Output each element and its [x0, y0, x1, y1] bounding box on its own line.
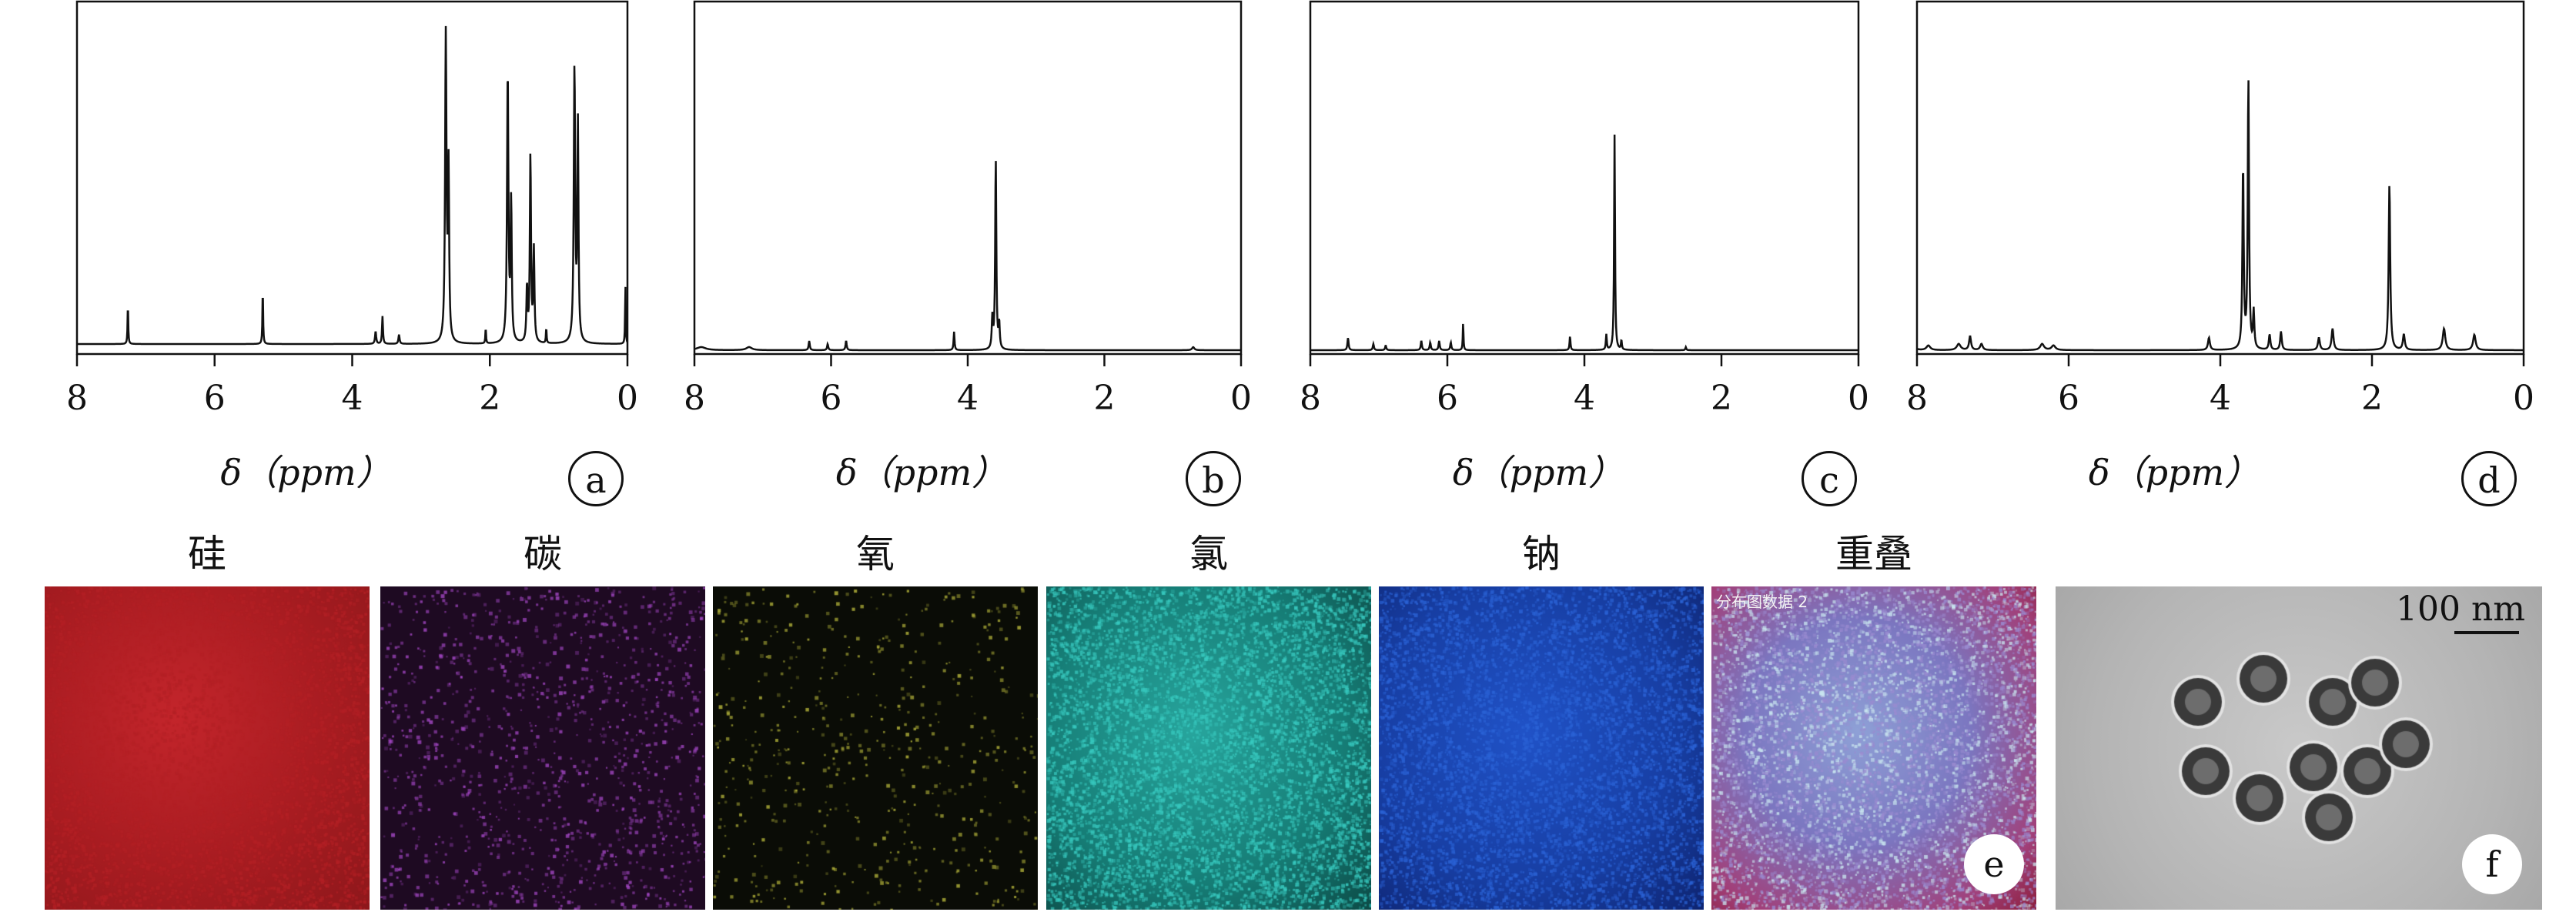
x-tick-label-c-4: 4: [1574, 379, 1595, 418]
spectrum-line-d: [1916, 80, 2524, 352]
plot-frame-a: [75, 0, 629, 356]
scalebar-label: 100 nm: [2395, 590, 2525, 629]
map-title-overlay: 重叠: [1835, 532, 1912, 576]
eds-map-na: [1379, 586, 1704, 910]
x-tick-label-a-8: 8: [66, 379, 88, 418]
x-tick-label-b-4: 4: [957, 379, 979, 418]
x-tick-label-b-2: 2: [1094, 379, 1116, 418]
map-title-c: 碳: [524, 532, 562, 576]
map-title-si: 硅: [188, 532, 226, 576]
map-title-o: 氧: [856, 532, 895, 576]
map-title-cl: 氯: [1189, 532, 1228, 576]
x-tick-label-d-4: 4: [2210, 379, 2231, 418]
eds-map-c: [380, 586, 705, 910]
plot-frame-c: [1309, 0, 1860, 356]
x-tick-label-b-6: 6: [821, 379, 842, 418]
tem-particles: [2056, 586, 2542, 910]
x-axis-label-d: δ（ppm）: [2089, 452, 2260, 493]
x-axis-label-a: δ（ppm）: [220, 452, 391, 493]
eds-map-overlay: 分布图数据 2 e: [1711, 586, 2036, 910]
spectrum-line-a: [77, 25, 629, 346]
x-tick-label-d-6: 6: [2058, 379, 2079, 418]
nmr-spectra-svg: 8 6 4 2 0 δ（ppm） 8 6 4 2 0 δ（ppm） 8 6 4 2 0 δ（ppm） 8 6 4 2 0 δ（…: [66, 0, 2534, 493]
x-tick-label-a-0: 0: [617, 379, 638, 418]
x-axis-label-b: δ（ppm）: [836, 452, 1007, 493]
x-tick-label-d-0: 0: [2513, 379, 2534, 418]
x-tick-label-a-2: 2: [479, 379, 500, 418]
x-tick-label-c-2: 2: [1711, 379, 1732, 418]
spectrum-line-b: [694, 161, 1241, 352]
x-tick-label-d-8: 8: [1906, 379, 1928, 418]
x-tick-label-b-8: 8: [684, 379, 705, 418]
eds-map-cl: [1046, 586, 1371, 910]
panel-badge-e: e: [1964, 834, 2024, 894]
x-tick-label-d-2: 2: [2361, 379, 2383, 418]
eds-map-c-texture: [380, 586, 705, 910]
panel-badge-b: b: [1186, 451, 1241, 506]
spectrum-line-c: [1310, 134, 1858, 352]
eds-map-si-texture: [45, 586, 370, 910]
x-tick-label-c-8: 8: [1300, 379, 1321, 418]
eds-map-o-texture: [713, 586, 1038, 910]
eds-map-o: [713, 586, 1038, 910]
scalebar-line: [2454, 631, 2519, 634]
eds-map-na-texture: [1379, 586, 1704, 910]
panel-badge-c: c: [1802, 451, 1857, 506]
x-tick-label-c-6: 6: [1437, 379, 1458, 418]
panel-badge-f: f: [2462, 834, 2522, 894]
panel-badge-a: a: [568, 451, 624, 506]
overlay-caption: 分布图数据 2: [1716, 593, 1808, 611]
x-axis-label-c: δ（ppm）: [1453, 452, 1624, 493]
x-tick-label-b-0: 0: [1230, 379, 1252, 418]
nmr-spectra-row: 8 6 4 2 0 δ（ppm） 8 6 4 2 0 δ（ppm） 8 6 4 2 0 δ（ppm） 8 6 4 2 0 δ（…: [66, 0, 2534, 506]
x-tick-label-a-6: 6: [204, 379, 226, 418]
x-tick-label-a-4: 4: [342, 379, 363, 418]
plot-frame-b: [693, 0, 1243, 356]
tem-image: 100 nm f: [2056, 586, 2542, 910]
x-tick-label-c-0: 0: [1848, 379, 1869, 418]
eds-map-si: [45, 586, 370, 910]
plot-frame-d: [1915, 0, 2525, 356]
eds-map-cl-texture: [1046, 586, 1371, 910]
map-title-na: 钠: [1522, 532, 1561, 576]
panel-badge-d: d: [2461, 451, 2517, 506]
